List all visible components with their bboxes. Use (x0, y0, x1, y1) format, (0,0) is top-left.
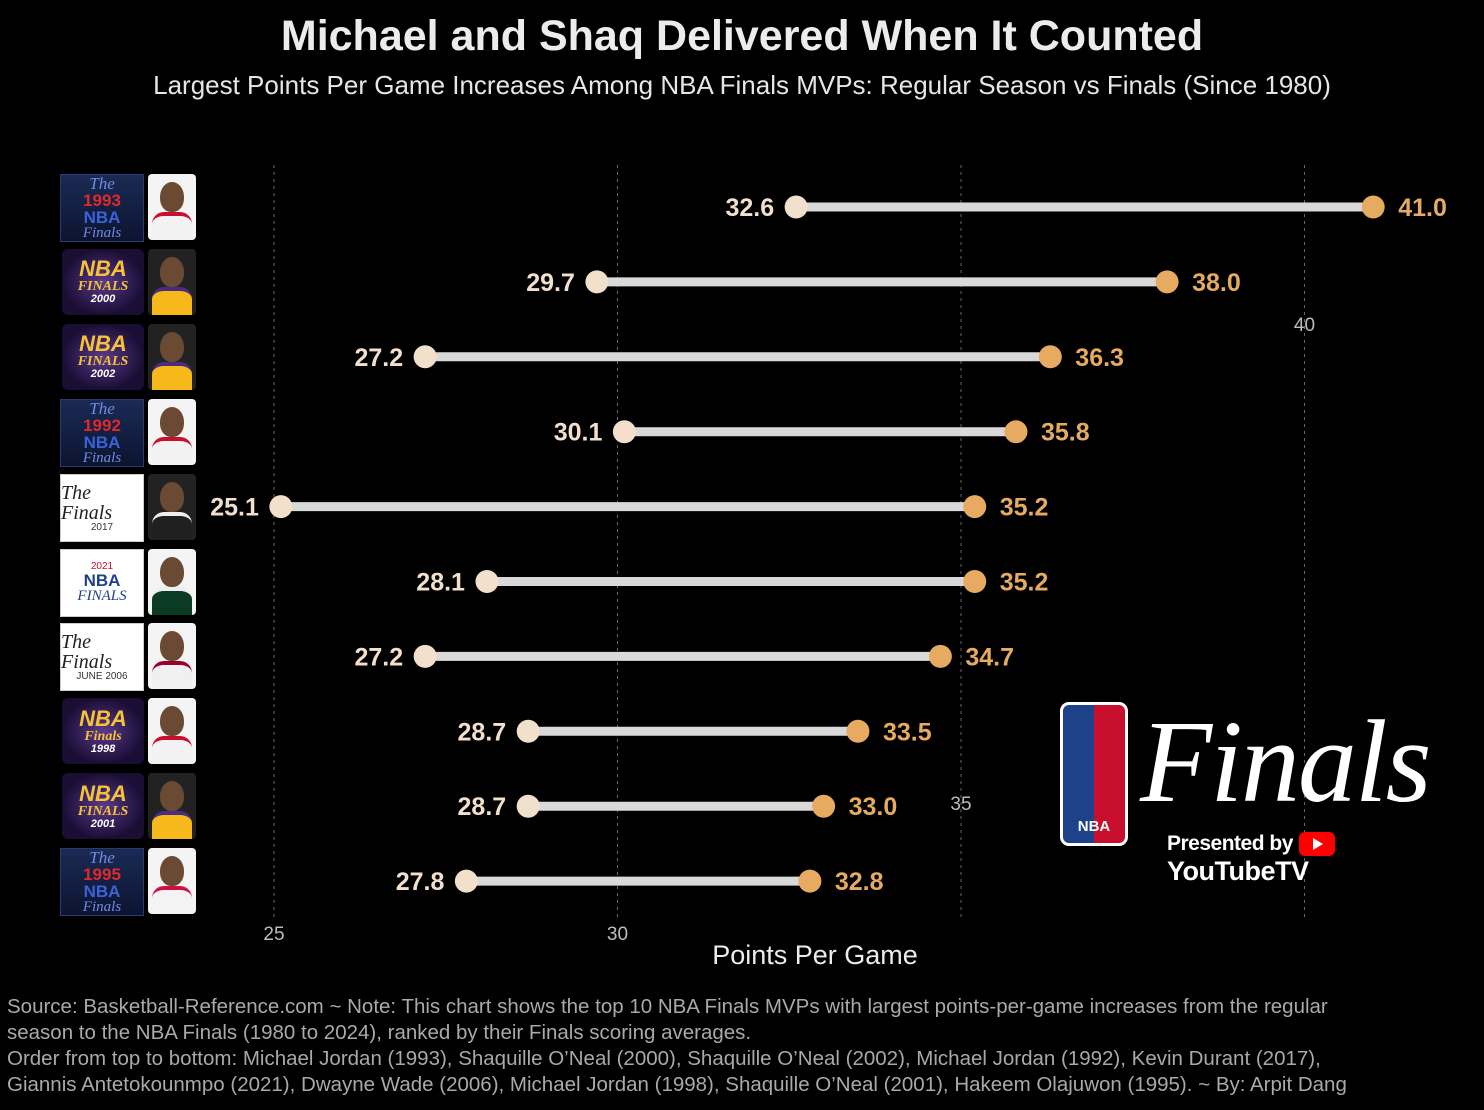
regular-season-label-5: 28.1 (416, 569, 465, 597)
finals-point-8 (812, 794, 836, 818)
finals-point-3 (1004, 420, 1028, 444)
regular-season-point-1 (585, 270, 609, 294)
player-portrait-icon (148, 473, 196, 540)
regular-season-label-3: 30.1 (554, 419, 603, 447)
finals-label-6: 34.7 (965, 643, 1014, 671)
dumbbell-chart: 25 30 35 40 32.6 41.0 29.7 38.0 27.2 36.3 30.1 35.… (210, 165, 1447, 945)
finals-label-0: 41.0 (1398, 194, 1447, 222)
finals-point-5 (963, 570, 987, 593)
player-portrait-icon (148, 698, 196, 765)
nba-finals-brand-logo: NBA Finals Presented byYouTubeTV (1060, 696, 1440, 886)
finals-label-4: 35.2 (1000, 494, 1049, 522)
grid-lines: 25 30 35 40 (263, 165, 1315, 945)
chart-title: Michael and Shaq Delivered When It Count… (280, 12, 1204, 60)
youtube-play-icon (1298, 832, 1335, 857)
row-logo-0: The 1993 NBA Finals (14, 172, 196, 242)
finals-event-logo-icon: The 1993 NBA Finals (60, 174, 144, 242)
row-logo-7: NBA Finals 1998 (14, 696, 196, 766)
finals-label-9: 32.8 (835, 868, 884, 896)
regular-season-point-9 (454, 869, 478, 893)
regular-season-point-2 (413, 345, 437, 369)
regular-season-label-9: 27.8 (396, 868, 445, 896)
player-portrait-icon (148, 323, 196, 390)
finals-label-5: 35.2 (1000, 569, 1049, 597)
row-logo-9: The 1995 NBA Finals (14, 846, 196, 917)
presented-by: Presented byYouTubeTV (1167, 832, 1440, 887)
finals-wordmark: Finals (1140, 696, 1432, 827)
player-portrait-icon (148, 548, 196, 615)
x-tick-label-35: 35 (950, 794, 971, 815)
finals-label-1: 38.0 (1192, 269, 1241, 297)
player-portrait-icon (148, 248, 196, 315)
finals-event-logo-icon: NBA FINALS 2000 (62, 248, 144, 315)
finals-label-2: 36.3 (1075, 344, 1124, 372)
finals-point-7 (846, 719, 870, 743)
regular-season-point-8 (516, 794, 540, 818)
regular-season-label-0: 32.6 (725, 194, 774, 222)
row-logo-8: NBA FINALS 2001 (14, 771, 196, 841)
finals-event-logo-icon: NBA Finals 1998 (62, 698, 144, 765)
footer-line-2: season to the NBA Finals (1980 to 2024),… (7, 1021, 752, 1044)
regular-season-label-6: 27.2 (354, 643, 403, 671)
row-logo-4: The Finals 2017 (14, 472, 196, 542)
regular-season-point-5 (475, 570, 499, 593)
regular-season-point-6 (413, 644, 437, 668)
finals-event-logo-icon: The Finals 2017 (60, 473, 144, 542)
chart-subtitle: Largest Points Per Game Increases Among … (153, 70, 1331, 100)
finals-event-logo-icon: NBA FINALS 2002 (62, 323, 144, 390)
finals-label-8: 33.0 (849, 793, 898, 821)
finals-event-logo-icon: The 1992 NBA Finals (60, 398, 144, 467)
player-portrait-icon (148, 174, 196, 240)
finals-point-0 (1361, 195, 1385, 219)
footer-line-3: Order from top to bottom: Michael Jordan… (7, 1047, 1321, 1070)
player-portrait-icon (148, 398, 196, 465)
row-logo-5: 2021 NBA FINALS (14, 547, 196, 617)
regular-season-point-7 (516, 719, 540, 743)
dumbbell-bars (269, 195, 1385, 893)
row-logo-3: The 1992 NBA Finals (14, 397, 196, 467)
regular-season-label-8: 28.7 (458, 793, 507, 821)
x-tick-label-25: 25 (263, 924, 284, 945)
x-tick-label-30: 30 (607, 924, 628, 945)
regular-season-point-3 (612, 420, 636, 444)
regular-season-point-0 (784, 195, 808, 219)
value-labels: 32.6 41.0 29.7 38.0 27.2 36.3 30.1 35.8 25.1 35.2… (210, 194, 1447, 896)
finals-point-6 (928, 644, 952, 668)
finals-point-4 (963, 495, 987, 519)
player-portrait-icon (148, 773, 196, 840)
footer-notes: Source: Basketball-Reference.com ~ Note:… (7, 994, 1482, 1098)
regular-season-label-7: 28.7 (458, 718, 507, 746)
row-logo-1: NBA FINALS 2000 (14, 247, 196, 317)
regular-season-point-4 (269, 495, 293, 519)
regular-season-label-2: 27.2 (354, 344, 403, 372)
finals-event-logo-icon: NBA FINALS 2001 (62, 773, 144, 840)
regular-season-label-1: 29.7 (526, 269, 575, 297)
finals-label-3: 35.8 (1041, 419, 1090, 447)
x-axis-label: Points Per Game (712, 940, 918, 970)
finals-event-logo-icon: The 1995 NBA Finals (60, 848, 144, 917)
nba-shield-icon: NBA (1060, 702, 1128, 846)
finals-event-logo-icon: 2021 NBA FINALS (60, 548, 144, 617)
footer-line-4: Giannis Antetokounmpo (2021), Dwayne Wad… (7, 1073, 1347, 1096)
footer-line-1: Source: Basketball-Reference.com ~ Note:… (7, 995, 1328, 1018)
row-logo-6: The Finals JUNE 2006 (14, 621, 196, 692)
finals-point-2 (1038, 345, 1062, 369)
finals-point-9 (798, 869, 822, 893)
finals-event-logo-icon: The Finals JUNE 2006 (60, 623, 144, 692)
regular-season-label-4: 25.1 (210, 494, 259, 522)
finals-point-1 (1155, 270, 1179, 294)
row-logo-2: NBA FINALS 2002 (14, 322, 196, 392)
x-tick-label-40: 40 (1294, 315, 1315, 336)
player-portrait-icon (148, 848, 196, 915)
player-portrait-icon (148, 623, 196, 690)
finals-label-7: 33.5 (883, 718, 932, 746)
